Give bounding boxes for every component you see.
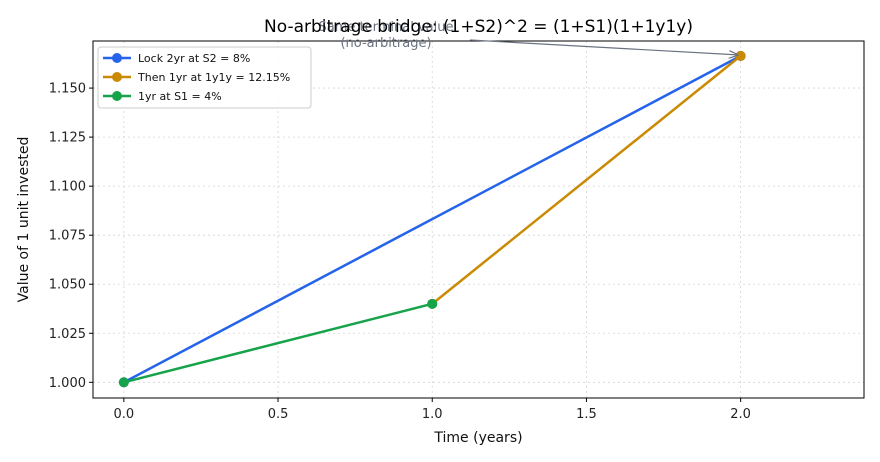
legend-box — [97, 46, 312, 109]
y-axis-label: Value of 1 unit invested — [16, 137, 32, 303]
x-tick-label: 2.0 — [730, 407, 751, 422]
series-layer — [118, 50, 746, 388]
y-tick-label: 1.150 — [49, 82, 86, 97]
legend-swatch-marker — [112, 53, 122, 63]
y-tick-label: 1.000 — [49, 376, 86, 391]
x-tick-label: 1.0 — [422, 407, 443, 422]
y-tick-label: 1.075 — [49, 229, 86, 244]
series-3-point — [118, 377, 129, 388]
series-line-2 — [431, 54, 742, 305]
legend-swatch-marker — [112, 72, 122, 82]
x-tick-label: 0.0 — [113, 407, 134, 422]
legend-label: Lock 2yr at S2 = 8% — [138, 52, 250, 65]
x-tick-label: 1.5 — [576, 407, 597, 422]
series-2-point — [735, 50, 746, 61]
series-line-3 — [123, 302, 433, 384]
annotation-text: Same terminal value — [319, 20, 454, 35]
annotation-arrow — [469, 39, 738, 55]
legend-swatch-marker — [112, 91, 122, 101]
axis-ticks: 0.0 0.5 1.0 1.5 2.0 1.000 1.025 1.050 1.075 1.100… — [49, 82, 751, 422]
annotation: Same terminal value(no-arbitrage) — [319, 20, 738, 55]
y-tick-label: 1.050 — [49, 278, 86, 293]
series-3-point — [427, 298, 438, 309]
x-axis-label: Time (years) — [433, 430, 522, 446]
y-tick-label: 1.100 — [49, 180, 86, 195]
grid — [93, 41, 864, 398]
y-tick-label: 1.025 — [49, 327, 86, 342]
chart-title: No-arbitrage bridge: (1+S2)^2 = (1+S1)(1… — [264, 17, 693, 37]
x-tick-label: 0.5 — [268, 407, 289, 422]
y-tick-label: 1.125 — [49, 131, 86, 146]
legend-label: Then 1yr at 1y1y = 12.15% — [137, 71, 290, 84]
legend-label: 1yr at S1 = 4% — [138, 90, 222, 103]
series-line-1 — [123, 54, 742, 384]
annotation-text: (no-arbitrage) — [340, 36, 431, 51]
legend: Lock 2yr at S2 = 8% Then 1yr at 1y1y = 12… — [97, 46, 312, 109]
